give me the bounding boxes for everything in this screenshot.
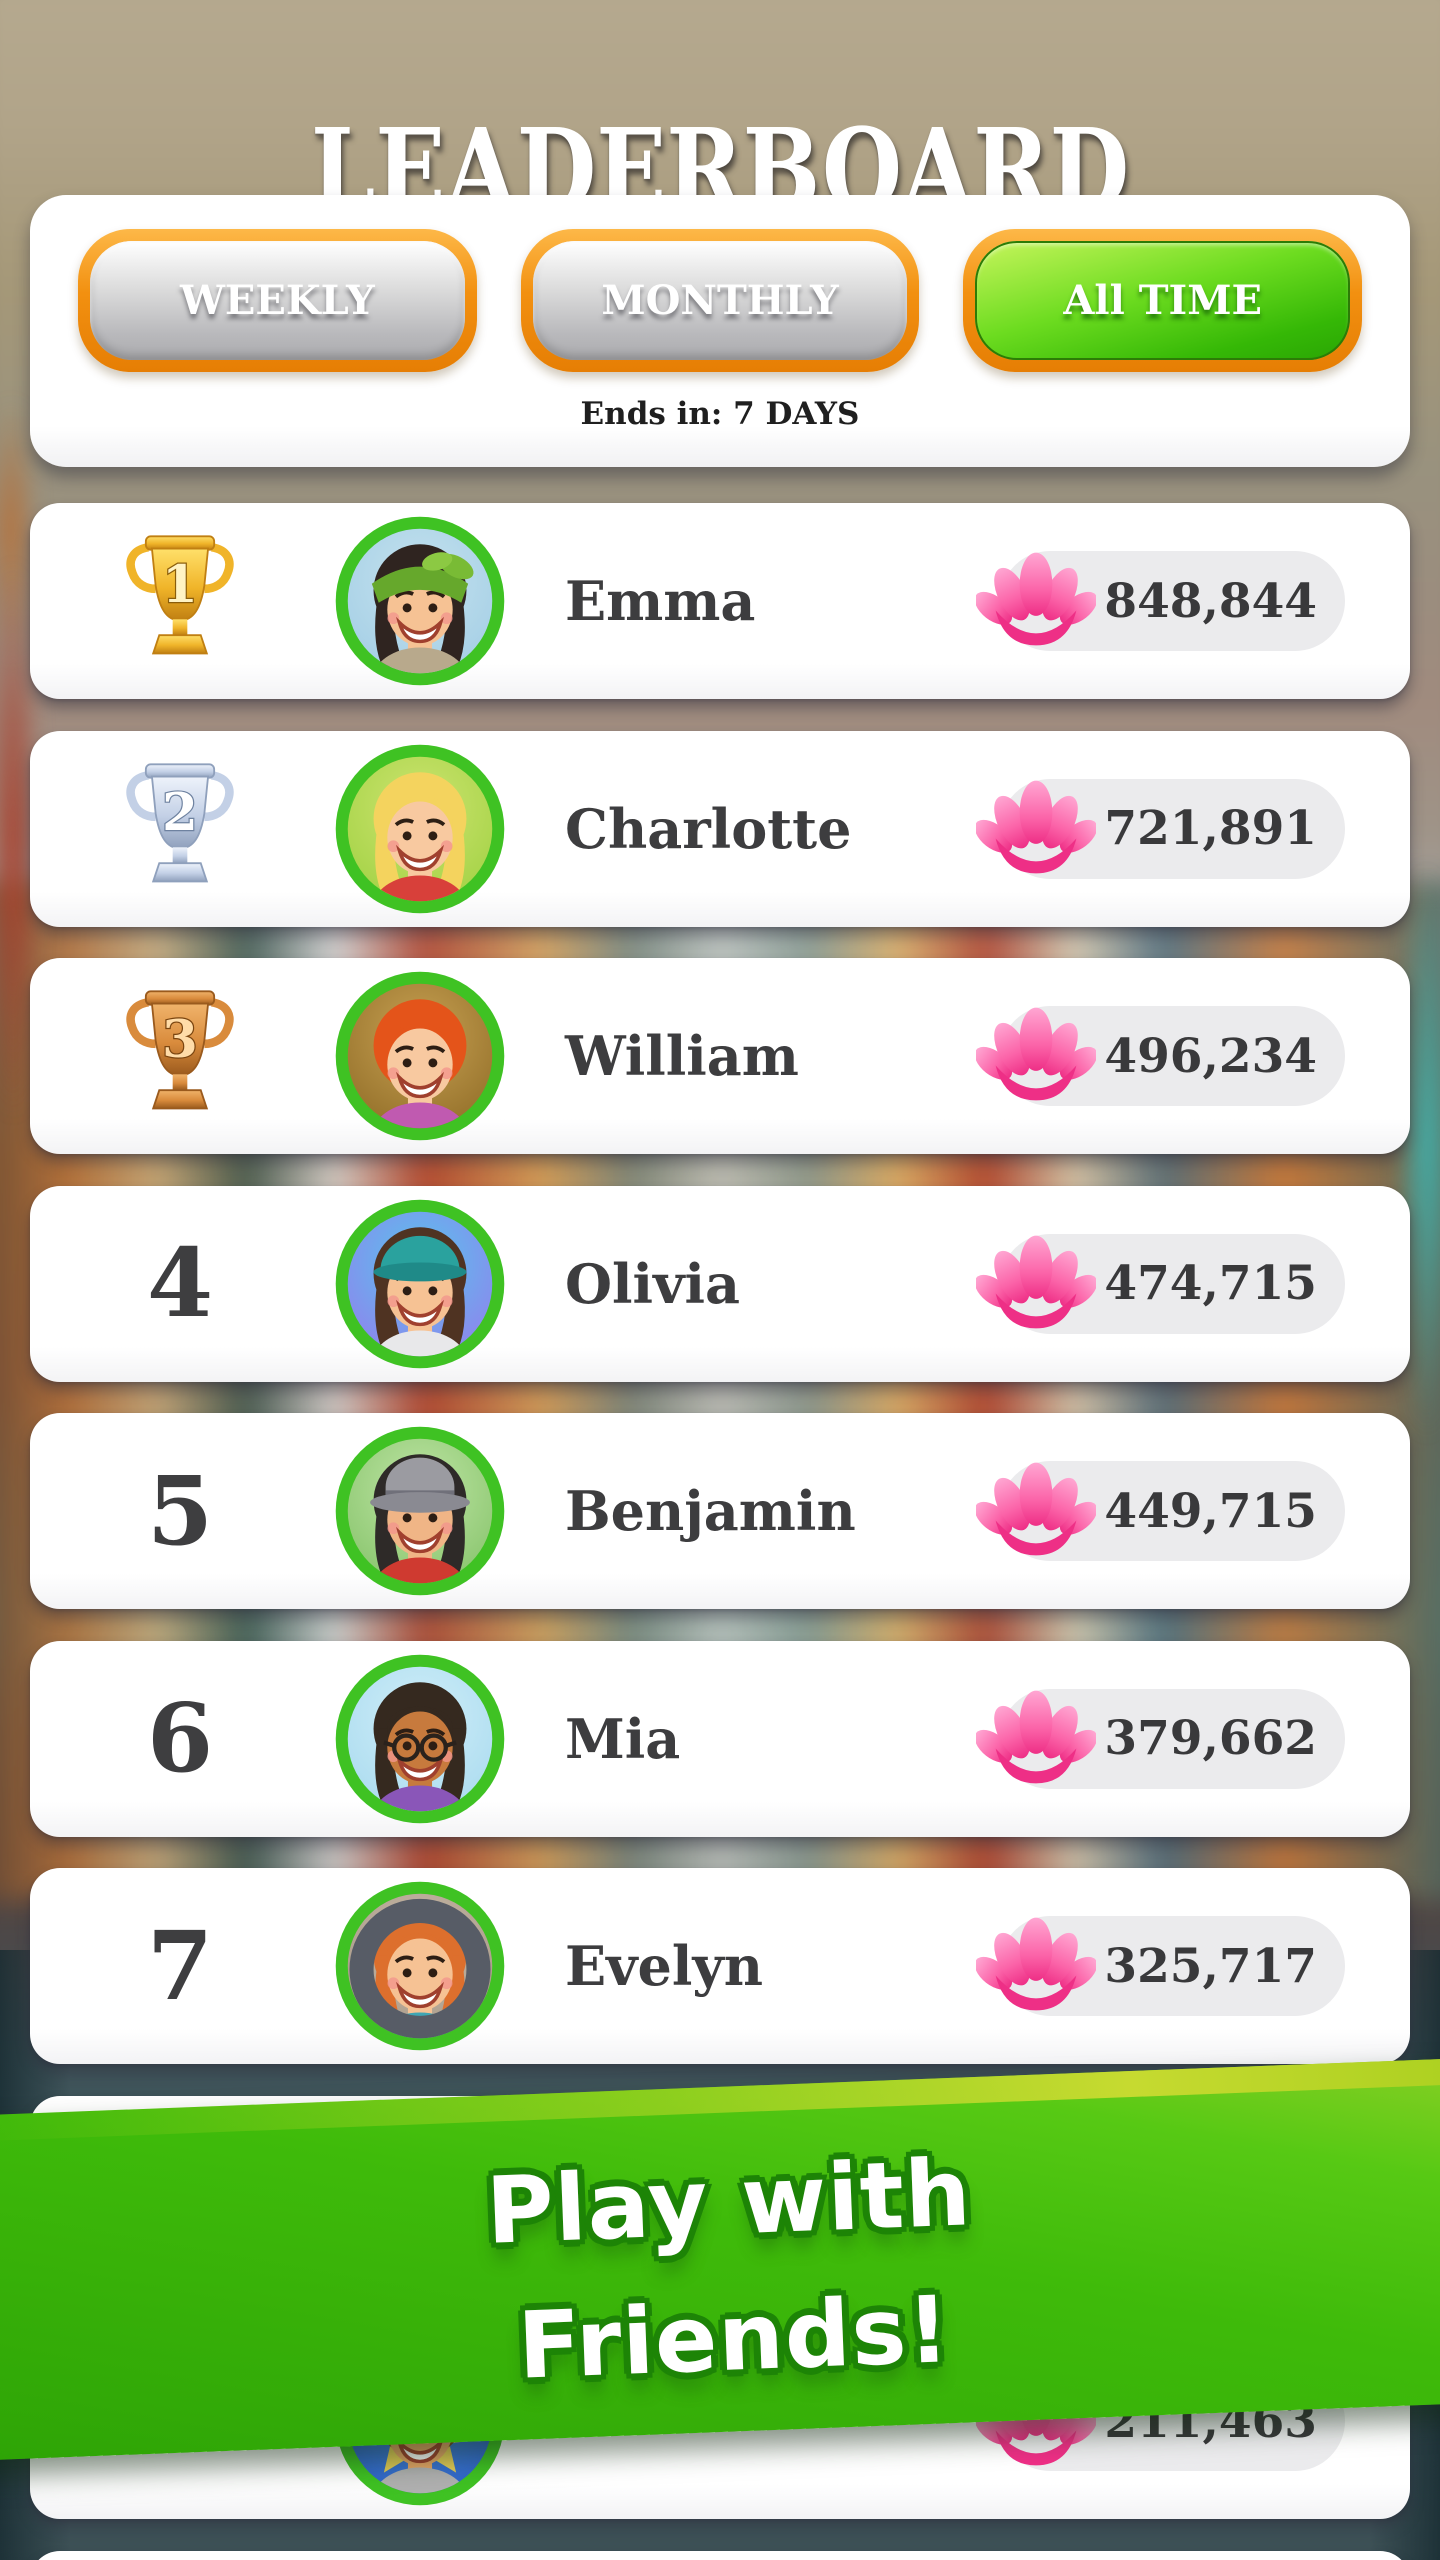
- leaderboard-row: [30, 2550, 1410, 2560]
- lotus-icon: [975, 1910, 1098, 2022]
- lotus-icon: [975, 1228, 1098, 1340]
- score-pill: 848,844: [975, 551, 1345, 651]
- avatar-image: [335, 1426, 505, 1596]
- rank: 7: [30, 1868, 330, 2064]
- trophy-icon: 2: [126, 762, 234, 882]
- player-name: Benjamin: [565, 1479, 856, 1543]
- score-value: 379,662: [1104, 1711, 1317, 1766]
- player-name: Emma: [565, 569, 756, 633]
- rank: 2: [30, 731, 330, 927]
- tab-label: All TIME: [975, 241, 1351, 360]
- tab-label: WEEKLY: [90, 241, 465, 360]
- score-value: 474,715: [1104, 1256, 1317, 1311]
- avatar-image: [335, 1881, 505, 2051]
- player-avatar: [334, 1425, 506, 1597]
- tab-bar: WEEKLY MONTHLY All TIME: [30, 195, 1410, 372]
- svg-text:2: 2: [162, 783, 198, 843]
- score-pill: 449,715: [975, 1461, 1345, 1561]
- player-avatar: [334, 970, 506, 1142]
- leaderboard-row: 4 Olivia: [30, 1185, 1410, 1382]
- lotus-icon: [975, 1683, 1098, 1795]
- player-name: Evelyn: [565, 1934, 764, 1998]
- avatar-image: [335, 744, 505, 913]
- lotus-flower-icon: [975, 552, 1098, 646]
- svg-text:1: 1: [162, 555, 198, 615]
- lotus-flower-icon: [975, 1007, 1098, 1101]
- leaderboard-row: 7 Evelyn: [30, 1868, 1410, 2064]
- tab-label: MONTHLY: [532, 241, 908, 360]
- leaderboard-row: 3 William: [30, 958, 1410, 1154]
- lotus-flower-icon: [975, 1690, 1098, 1783]
- lotus-flower-icon: [975, 1917, 1098, 2011]
- trophy-icon: 3: [126, 990, 234, 1110]
- tab-monthly[interactable]: MONTHLY: [520, 229, 920, 372]
- leaderboard-row: 5 Benjamin: [30, 1413, 1410, 1609]
- lotus-flower-icon: [975, 1235, 1098, 1328]
- player-avatar: [334, 1653, 506, 1825]
- avatar-image: [335, 1654, 505, 1823]
- player-name: Mia: [565, 1706, 681, 1771]
- tab-weekly[interactable]: WEEKLY: [78, 229, 477, 372]
- leaderboard-row: 6 Mia: [30, 1640, 1410, 1837]
- lotus-flower-icon: [975, 1462, 1098, 1556]
- rank-number: 4: [146, 1228, 214, 1339]
- player-avatar: [334, 1198, 506, 1370]
- score-value: 449,715: [1104, 1483, 1317, 1539]
- score-pill: 379,662: [975, 1688, 1345, 1789]
- tabs-card: WEEKLY MONTHLY All TIME Ends in: 7 DAYS: [30, 195, 1410, 467]
- svg-text:3: 3: [162, 1010, 198, 1070]
- leaderboard-row: 1 Emma: [30, 503, 1410, 699]
- leaderboard-row: 2 Charlotte: [30, 730, 1410, 927]
- score-pill: 721,891: [975, 778, 1345, 879]
- player-name: William: [565, 1024, 799, 1088]
- score-pill: 474,715: [975, 1233, 1345, 1334]
- player-avatar: [334, 1880, 506, 2052]
- rank: 5: [30, 1413, 330, 1609]
- trophy-icon: 1: [126, 535, 234, 655]
- lotus-flower-icon: [975, 780, 1098, 873]
- player-avatar: [334, 515, 506, 687]
- banner-text: Play with Friends!: [0, 2105, 1440, 2436]
- rank-number: 5: [146, 1455, 214, 1567]
- player-avatar: [334, 743, 506, 915]
- lotus-icon: [975, 545, 1098, 657]
- rank-number: 6: [146, 1683, 214, 1794]
- rank: 3: [30, 958, 330, 1154]
- rank: [30, 2551, 330, 2560]
- score-value: 721,891: [1104, 801, 1317, 856]
- rank: 6: [30, 1641, 330, 1837]
- avatar-image: [335, 971, 505, 1141]
- player-name: Charlotte: [565, 796, 852, 861]
- play-with-friends-banner[interactable]: Play with Friends!: [0, 2056, 1440, 2461]
- player-name: Olivia: [565, 1251, 740, 1316]
- score-value: 848,844: [1104, 573, 1317, 629]
- ends-in-label: Ends in: 7 DAYS: [580, 396, 860, 432]
- score-pill: 496,234: [975, 1006, 1345, 1106]
- avatar-image: [335, 1199, 505, 1368]
- lotus-icon: [975, 1000, 1098, 1112]
- rank: 4: [30, 1186, 330, 1382]
- tab-all-time[interactable]: All TIME: [963, 229, 1363, 372]
- score-value: 325,717: [1104, 1938, 1317, 1994]
- lotus-icon: [975, 1455, 1098, 1567]
- lotus-icon: [975, 773, 1098, 885]
- score-pill: 325,717: [975, 1916, 1345, 2016]
- rank: 1: [30, 503, 330, 699]
- avatar-image: [335, 516, 505, 686]
- score-value: 496,234: [1104, 1028, 1317, 1084]
- rank-number: 7: [146, 1910, 214, 2022]
